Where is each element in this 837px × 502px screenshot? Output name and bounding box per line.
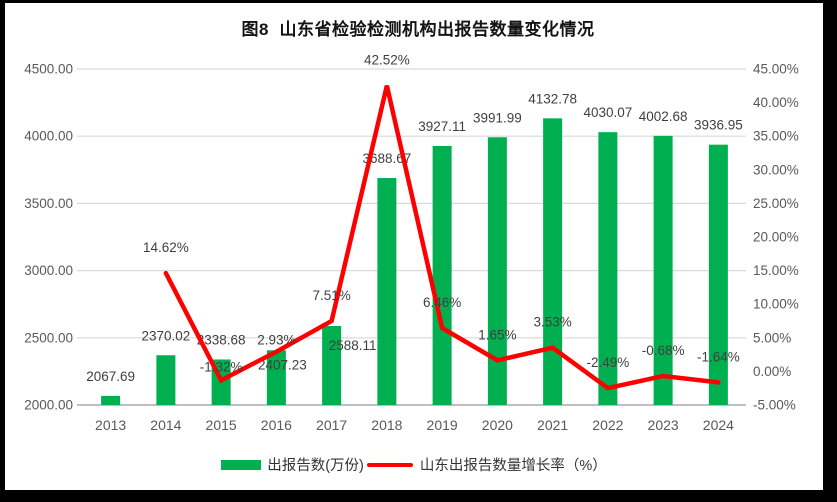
bar: [653, 135, 673, 405]
line-point-label: 1.65%: [478, 327, 516, 342]
x-axis-tick-label: 2015: [206, 417, 237, 433]
y-axis-right-tick-label: 35.00%: [753, 129, 799, 144]
bar: [432, 145, 452, 406]
y-axis-left-tick-label: 2000.00: [24, 398, 73, 413]
x-axis-tick-label: 2020: [482, 417, 513, 433]
y-axis-right-tick-label: 30.00%: [753, 162, 799, 177]
line-point-label: -2.49%: [586, 355, 629, 370]
y-axis-right-tick-label: 0.00%: [753, 364, 791, 379]
line-point-label: -0.68%: [642, 343, 685, 358]
x-axis-tick-label: 2016: [261, 417, 292, 433]
chart-title: 图8 山东省检验检测机构出报告数量变化情况: [241, 20, 595, 39]
x-axis-tick-label: 2024: [703, 417, 734, 433]
x-axis-tick-label: 2019: [427, 417, 458, 433]
x-axis-tick-label: 2013: [95, 417, 126, 433]
line-point-label: -1.32%: [200, 359, 243, 374]
bar-value-label: 3936.95: [694, 118, 743, 133]
x-axis-tick-label: 2022: [592, 417, 623, 433]
line-point-label: 42.52%: [364, 53, 410, 68]
y-axis-right-tick-label: 20.00%: [753, 230, 799, 245]
y-axis-right-tick-label: 10.00%: [753, 297, 799, 312]
line-point-label: 14.62%: [143, 240, 189, 255]
bar: [377, 178, 397, 405]
line-series-legend-label: 山东出报告数量增长率（%）: [419, 458, 607, 474]
y-axis-left-tick-label: 3000.00: [24, 263, 73, 278]
bar-value-label: 3927.11: [418, 119, 466, 134]
bar: [598, 132, 618, 406]
bar: [322, 325, 342, 405]
bar-value-label: 2338.68: [197, 332, 246, 347]
line-point-label: 6.46%: [423, 295, 461, 310]
bar-value-label: 3991.99: [473, 110, 522, 125]
line-point-label: 2.93%: [257, 333, 295, 348]
x-axis-tick-label: 2023: [648, 417, 679, 433]
y-axis-right-tick-label: 5.00%: [753, 330, 791, 345]
bar: [101, 395, 121, 405]
bar: [156, 355, 176, 405]
bar-value-label: 2407.23: [258, 357, 307, 372]
bar: [543, 118, 563, 405]
bar: [708, 144, 728, 405]
y-axis-right-tick-label: 45.00%: [753, 62, 799, 77]
bar-value-label: 4030.07: [583, 105, 632, 120]
bar-value-label: 4132.78: [528, 91, 577, 106]
x-axis-tick-label: 2017: [316, 417, 347, 433]
y-axis-left-tick-label: 2500.00: [24, 330, 73, 345]
bar-value-label: 4002.68: [639, 109, 688, 124]
y-axis-right-tick-label: -5.00%: [753, 398, 796, 413]
y-axis-left-tick-label: 4500.00: [24, 62, 73, 77]
bar-value-label: 3688.67: [362, 151, 411, 166]
growth-rate-line: [163, 85, 721, 391]
x-axis-tick-label: 2021: [537, 417, 568, 433]
bar-series-legend-label: 出报告数(万份): [267, 458, 364, 474]
bar-series-swatch-icon: [221, 459, 262, 470]
line-point-label: 7.51%: [312, 288, 350, 303]
bar-value-label: 2588.11: [329, 338, 377, 353]
chart-legend: 出报告数(万份) 山东出报告数量增长率（%）: [5, 454, 823, 475]
bar: [487, 137, 507, 405]
x-axis-tick-label: 2018: [371, 417, 402, 433]
line-point-label: -1.64%: [697, 349, 740, 364]
bar: [266, 350, 286, 405]
bar-value-label: 2370.02: [141, 328, 190, 343]
y-axis-right-tick-label: 25.00%: [753, 196, 799, 211]
x-axis-tick-label: 2014: [150, 417, 181, 433]
y-axis-left-tick-label: 4000.00: [24, 129, 73, 144]
y-axis-right-tick-label: 40.00%: [753, 95, 799, 110]
bar-value-label: 2067.69: [86, 369, 135, 384]
line-point-label: 3.53%: [533, 315, 571, 330]
line-series-swatch-icon: [366, 462, 413, 467]
chart-plot-area: 4500.00 4000.00 3500.00 3000.00 2500.00 2000.…: [24, 53, 799, 433]
y-axis-right-tick-label: 15.00%: [753, 263, 799, 278]
y-axis-left-tick-label: 3500.00: [24, 196, 73, 211]
